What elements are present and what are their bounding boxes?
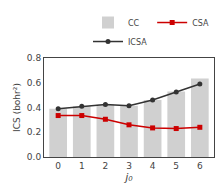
svg-text:0: 0 — [55, 161, 61, 171]
svg-text:CSA: CSA — [192, 19, 209, 28]
svg-text:ICSA: ICSA — [128, 38, 147, 47]
svg-text:0.2: 0.2 — [27, 127, 41, 137]
svg-text:3: 3 — [126, 161, 132, 171]
svg-text:2: 2 — [103, 161, 109, 171]
svg-text:CC: CC — [128, 19, 140, 28]
svg-text:4: 4 — [150, 161, 156, 171]
svg-text:0.0: 0.0 — [27, 152, 42, 162]
svg-text:5: 5 — [173, 161, 179, 171]
svg-text:ICS (bohr²): ICS (bohr²) — [12, 83, 22, 132]
svg-text:1: 1 — [79, 161, 85, 171]
svg-text:6: 6 — [197, 161, 203, 171]
svg-text:j₀: j₀ — [123, 171, 133, 184]
svg-text:0.4: 0.4 — [27, 103, 42, 113]
svg-text:0.8: 0.8 — [27, 53, 42, 63]
svg-text:0.6: 0.6 — [27, 78, 42, 88]
